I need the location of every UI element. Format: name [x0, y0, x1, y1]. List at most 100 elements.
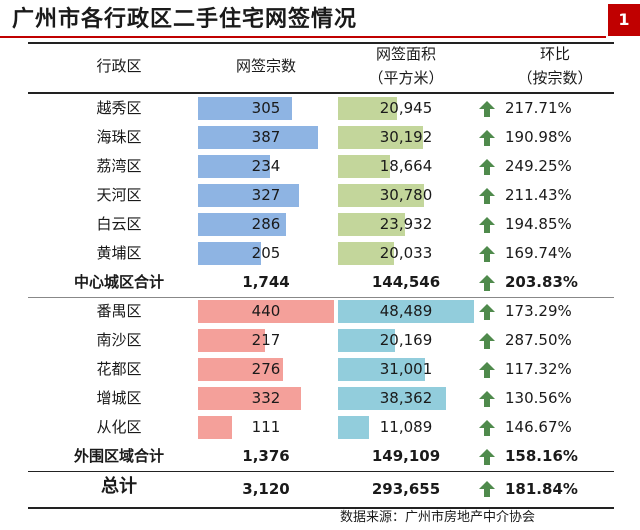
- mom-change-value: 158.16%: [505, 447, 578, 465]
- district-name: 花都区: [96, 360, 142, 378]
- count-bar: [198, 416, 232, 439]
- district-name: 天河区: [96, 186, 142, 204]
- deal-area-value: 20,945: [379, 99, 433, 117]
- area-bar: [338, 155, 390, 178]
- deal-count-value: 387: [251, 128, 281, 146]
- deal-count-value: 286: [251, 215, 281, 233]
- up-arrow-icon: [479, 333, 495, 349]
- header-area-unit: （平方米）: [368, 69, 444, 87]
- up-arrow-icon: [479, 481, 495, 497]
- district-name: 越秀区: [96, 99, 142, 117]
- up-arrow-icon: [479, 391, 495, 407]
- mom-change-value: 181.84%: [505, 480, 578, 498]
- deal-area-value: 20,033: [379, 244, 433, 262]
- count-bar: [198, 358, 283, 381]
- mom-change-value: 169.74%: [505, 244, 572, 262]
- header-district-label: 行政区: [96, 57, 142, 75]
- count-bar: [198, 213, 286, 236]
- area-bar: [338, 387, 446, 410]
- deal-count-value: 332: [251, 389, 281, 407]
- count-bar: [198, 300, 334, 323]
- area-bar: [338, 329, 395, 352]
- count-bar: [198, 329, 265, 352]
- up-arrow-icon: [479, 188, 495, 204]
- mom-change-value: 203.83%: [505, 273, 578, 291]
- count-bar: [198, 97, 292, 120]
- area-bar: [338, 184, 424, 207]
- page-number-badge: 1: [608, 4, 640, 36]
- table-row: 白云区 286 23,932 194.85%: [0, 210, 640, 239]
- up-arrow-icon: [479, 217, 495, 233]
- district-name: 总计: [101, 476, 137, 497]
- mom-change-value: 173.29%: [505, 302, 572, 320]
- deal-area-value: 30,780: [379, 186, 433, 204]
- up-arrow-icon: [479, 449, 495, 465]
- count-bar: [198, 155, 270, 178]
- deal-count-value: 217: [251, 331, 281, 349]
- deal-count-value: 3,120: [242, 480, 290, 498]
- district-name: 从化区: [96, 418, 142, 436]
- table-row: 荔湾区 234 18,664 249.25%: [0, 152, 640, 181]
- title-underline: [0, 36, 606, 38]
- district-name: 增城区: [96, 389, 142, 407]
- deal-area-value: 38,362: [379, 389, 433, 407]
- count-bar: [198, 387, 301, 410]
- up-arrow-icon: [479, 246, 495, 262]
- header-area: 网签面积 （平方米）: [338, 42, 474, 90]
- district-name: 番禺区: [96, 302, 142, 320]
- area-bar: [338, 416, 369, 439]
- mom-change-value: 194.85%: [505, 215, 572, 233]
- header-bottom-rule: [28, 92, 614, 94]
- table-row: 南沙区 217 20,169 287.50%: [0, 326, 640, 355]
- table-top-rule: [28, 42, 614, 44]
- deal-count-value: 205: [251, 244, 281, 262]
- up-arrow-icon: [479, 159, 495, 175]
- deal-count-value: 1,744: [242, 273, 290, 291]
- area-bar: [338, 358, 425, 381]
- deal-area-value: 23,932: [379, 215, 433, 233]
- district-name: 外围区域合计: [73, 447, 164, 465]
- area-bar: [338, 242, 394, 265]
- table-row: 天河区 327 30,780 211.43%: [0, 181, 640, 210]
- deal-area-value: 18,664: [379, 157, 433, 175]
- deal-count-value: 327: [251, 186, 281, 204]
- area-bar: [338, 126, 423, 149]
- deal-count-value: 1,376: [242, 447, 290, 465]
- mom-change-value: 117.32%: [505, 360, 572, 378]
- area-bar: [338, 97, 397, 120]
- up-arrow-icon: [479, 275, 495, 291]
- table-row: 总计 3,120 293,655 181.84%: [0, 472, 640, 506]
- table-row: 海珠区 387 30,192 190.98%: [0, 123, 640, 152]
- header-count: 网签宗数: [198, 54, 334, 78]
- deal-area-value: 149,109: [371, 447, 441, 465]
- area-bar: [338, 300, 474, 323]
- deal-count-value: 234: [251, 157, 281, 175]
- mom-change-value: 211.43%: [505, 186, 572, 204]
- header-mom: 环比 （按宗数）: [490, 42, 620, 90]
- table-row: 花都区 276 31,001 117.32%: [0, 355, 640, 384]
- up-arrow-icon: [479, 362, 495, 378]
- deal-area-value: 11,089: [379, 418, 433, 436]
- mom-change-value: 130.56%: [505, 389, 572, 407]
- deal-area-value: 31,001: [379, 360, 433, 378]
- deal-area-value: 293,655: [371, 480, 441, 498]
- header-mom-label: 环比: [539, 45, 570, 63]
- district-name: 荔湾区: [96, 157, 142, 175]
- up-arrow-icon: [479, 420, 495, 436]
- district-name: 海珠区: [96, 128, 142, 146]
- deal-area-value: 20,169: [379, 331, 433, 349]
- mom-change-value: 287.50%: [505, 331, 572, 349]
- table-row: 黄埔区 205 20,033 169.74%: [0, 239, 640, 268]
- district-name: 黄埔区: [96, 244, 142, 262]
- mom-change-value: 190.98%: [505, 128, 572, 146]
- header-area-label: 网签面积: [375, 45, 436, 63]
- subtotal-rule: [28, 297, 614, 298]
- count-bar: [198, 242, 261, 265]
- count-bar: [198, 184, 299, 207]
- table-row: 番禺区 440 48,489 173.29%: [0, 297, 640, 326]
- deal-area-value: 48,489: [379, 302, 433, 320]
- header-mom-basis: （按宗数）: [517, 69, 593, 87]
- count-bar: [198, 126, 318, 149]
- table-row: 外围区域合计 1,376 149,109 158.16%: [0, 442, 640, 471]
- source-note: 数据来源：广州市房地产中介协会: [340, 510, 536, 525]
